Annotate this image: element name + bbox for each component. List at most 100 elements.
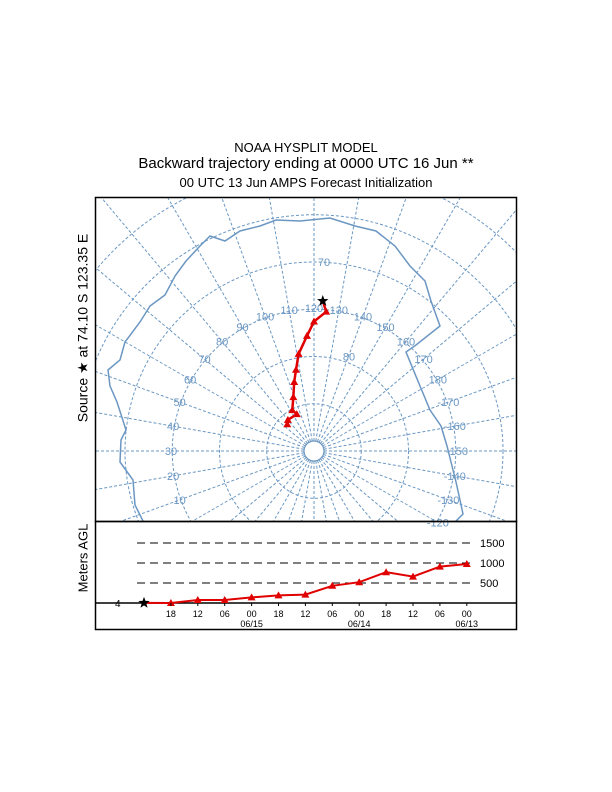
trajectory-marker (283, 415, 292, 423)
meridian-line (96, 371, 305, 449)
longitude-label: 120 (305, 303, 323, 315)
meridian-line (321, 281, 516, 445)
time-tick-label: 12 (193, 609, 203, 619)
meridian-line (323, 453, 507, 521)
trajectory-marker (294, 349, 303, 357)
longitude-label: 130 (330, 305, 348, 317)
height-marker (193, 596, 202, 603)
trajectory-marker (289, 393, 298, 401)
meridian-line (315, 198, 360, 442)
meridian-line (301, 460, 313, 521)
model-title: NOAA HYSPLIT MODEL (234, 140, 378, 155)
time-tick-label: 12 (408, 609, 418, 619)
longitude-label: 160 (397, 336, 415, 348)
meridian-line (268, 198, 313, 442)
trajectory-marker (322, 307, 331, 315)
meridian-line (323, 414, 516, 450)
map-grid (96, 198, 516, 521)
height-marker (435, 562, 444, 570)
longitude-label: 60 (184, 375, 196, 387)
trajectory-title: Backward trajectory ending at 0000 UTC 1… (138, 155, 474, 172)
meridian-line (320, 458, 374, 521)
height-marker (328, 581, 337, 589)
height-frame (94, 520, 518, 631)
height-tick-label: 1500 (480, 538, 504, 550)
meridian-line (316, 198, 407, 442)
height-source-star-icon (138, 596, 150, 608)
meridian-line (221, 198, 312, 442)
time-tick-label: 12 (300, 609, 310, 619)
meridian-line (167, 198, 310, 443)
time-tick-label: 06 (327, 609, 337, 619)
trajectory-marker (290, 377, 299, 385)
date-label: 06/14 (348, 619, 371, 629)
longitude-label: 70 (198, 354, 210, 366)
meridian-line (323, 377, 516, 449)
latitude-circle-60 (96, 198, 516, 271)
meridian-line (315, 460, 327, 521)
longitude-label: -160 (444, 421, 466, 433)
meridian-line (288, 460, 312, 521)
longitude-label: 80 (216, 336, 228, 348)
longitude-label: 10 (173, 495, 185, 507)
meridian-line (316, 460, 340, 521)
time-tick-label: 00 (247, 609, 257, 619)
longitude-label: 30 (165, 446, 177, 458)
source-star-icon (317, 295, 329, 306)
meridian-line (322, 333, 516, 447)
longitude-label: 140 (354, 312, 372, 324)
longitude-label: -170 (437, 397, 459, 409)
longitude-label: -150 (446, 446, 468, 458)
latitude-label: 70 (318, 257, 330, 269)
trajectory-marker (292, 365, 301, 373)
longitude-label: -130 (437, 495, 459, 507)
meridian-line (321, 457, 398, 521)
trajectory-line (286, 300, 328, 425)
longitude-label: 40 (167, 421, 179, 433)
height-marker (247, 593, 256, 601)
meridian-line (121, 453, 305, 521)
meridian-line (96, 412, 305, 450)
height-marker (274, 591, 283, 599)
height-marker (355, 578, 364, 586)
date-label: 06/13 (456, 619, 479, 629)
time-tick-label: 00 (462, 609, 472, 619)
trajectory-marker (292, 410, 301, 418)
meridian-line (96, 324, 306, 447)
start-height-label: 4 (115, 599, 121, 610)
meridian-line (322, 455, 436, 521)
longitude-label: -120 (427, 518, 449, 530)
longitude-label: 90 (236, 322, 248, 334)
longitude-label: -140 (444, 471, 466, 483)
time-tick-label: 06 (220, 609, 230, 619)
meridian-line (318, 198, 461, 443)
longitude-label: 20 (167, 471, 179, 483)
initialization-subtitle: 00 UTC 13 Jun AMPS Forecast Initializati… (179, 175, 433, 190)
trajectory-marker (310, 317, 318, 325)
meridian-line (96, 452, 305, 490)
height-marker (382, 568, 391, 576)
height-marker (301, 590, 310, 598)
height-marker (166, 599, 175, 606)
meridian-line (320, 209, 516, 444)
time-tick-label: 00 (354, 609, 364, 619)
pole-circle (303, 440, 325, 462)
longitude-label: 100 (256, 312, 274, 324)
time-tick-label: 06 (435, 609, 445, 619)
longitude-label: 150 (376, 322, 394, 334)
time-tick-label: 18 (273, 609, 283, 619)
height-marker (462, 560, 471, 567)
latitude-circle-85 (266, 403, 362, 499)
longitude-label: 50 (173, 397, 185, 409)
trajectory-path (283, 295, 331, 428)
height-tick-label: 500 (480, 578, 498, 590)
meridian-line (323, 452, 516, 488)
trajectory-marker (302, 331, 311, 339)
latitude-circle-75 (171, 308, 457, 521)
height-marker (409, 572, 417, 580)
antarctica-coastline (107, 217, 464, 521)
meridian-line (254, 458, 308, 521)
